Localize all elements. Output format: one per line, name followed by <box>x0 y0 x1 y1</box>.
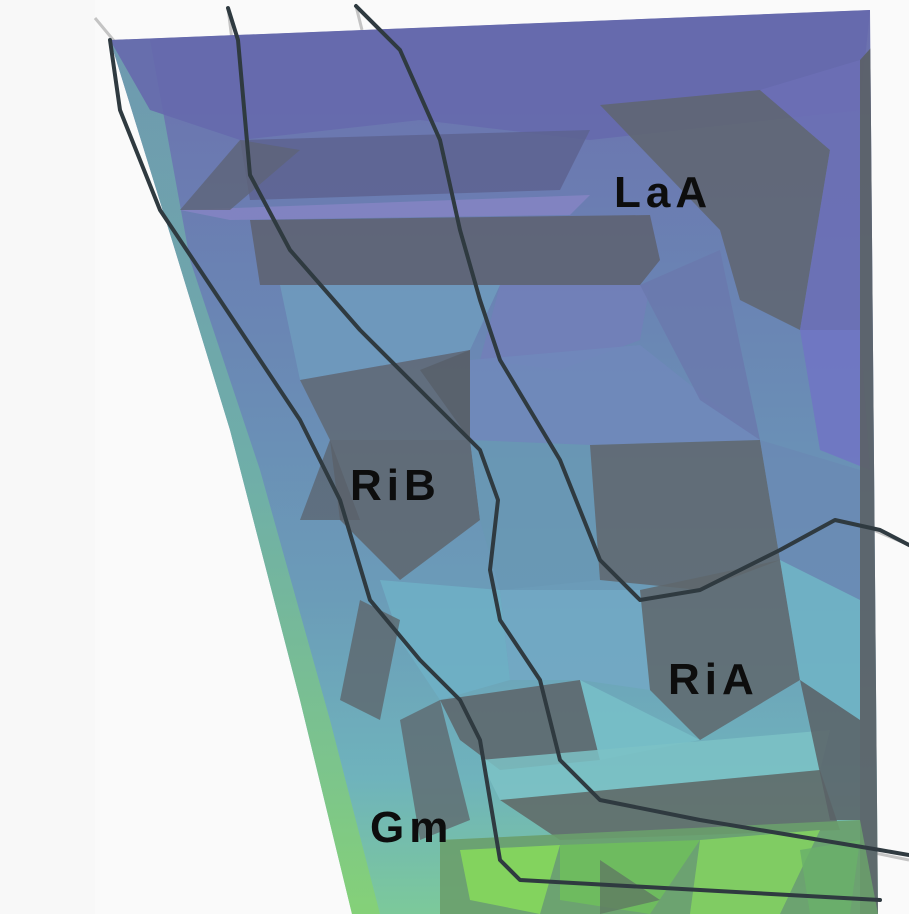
contour-line-1 <box>226 6 909 857</box>
region-label-gm: Gm <box>370 803 453 852</box>
contour-lines <box>108 4 909 902</box>
contour-line-3 <box>108 38 882 902</box>
region-label-rib: RiB <box>350 461 441 510</box>
surface-facets <box>110 10 878 914</box>
contour-line-2 <box>354 4 909 602</box>
region-label-laa: LaA <box>614 168 712 217</box>
region-label-ria: RiA <box>668 655 759 704</box>
